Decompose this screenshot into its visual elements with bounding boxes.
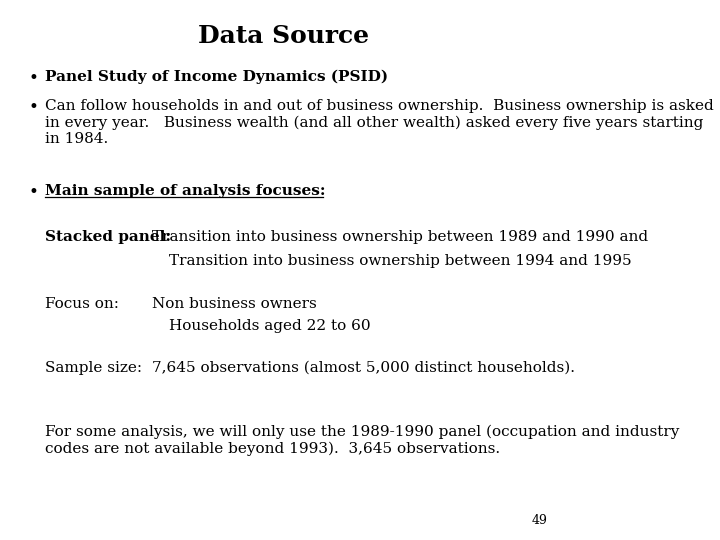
Text: •: •	[28, 99, 38, 116]
Text: Data Source: Data Source	[198, 24, 369, 48]
Text: •: •	[28, 70, 38, 86]
Text: Transition into business ownership between 1989 and 1990 and: Transition into business ownership betwe…	[152, 230, 648, 244]
Text: Can follow households in and out of business ownership.  Business ownership is a: Can follow households in and out of busi…	[45, 99, 714, 146]
Text: Stacked panel:: Stacked panel:	[45, 230, 171, 244]
Text: Main sample of analysis focuses:: Main sample of analysis focuses:	[45, 185, 325, 199]
Text: •: •	[28, 185, 38, 201]
Text: For some analysis, we will only use the 1989-1990 panel (occupation and industry: For some analysis, we will only use the …	[45, 425, 679, 456]
Text: Panel Study of Income Dynamics (PSID): Panel Study of Income Dynamics (PSID)	[45, 70, 388, 84]
Text: Sample size:: Sample size:	[45, 361, 142, 375]
Text: 7,645 observations (almost 5,000 distinct households).: 7,645 observations (almost 5,000 distinc…	[152, 361, 575, 375]
Text: Non business owners: Non business owners	[152, 296, 316, 310]
Text: 49: 49	[532, 514, 548, 526]
Text: Households aged 22 to 60: Households aged 22 to 60	[168, 319, 370, 333]
Text: Transition into business ownership between 1994 and 1995: Transition into business ownership betwe…	[168, 254, 631, 268]
Text: Focus on:: Focus on:	[45, 296, 119, 310]
